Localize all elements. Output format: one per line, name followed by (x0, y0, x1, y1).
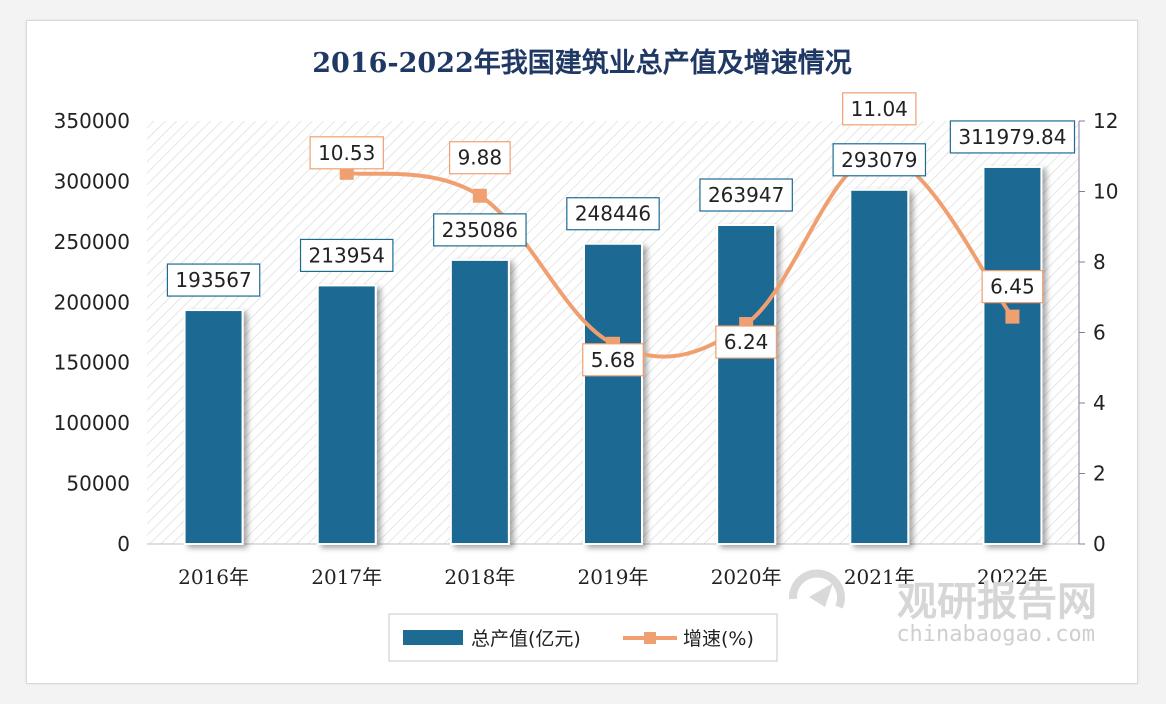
bar-value-label: 213954 (309, 243, 385, 267)
left-axis: 0 50000 100000 150000 200000 250000 300000 3500… (54, 109, 130, 556)
growth-value-label: 6.24 (724, 330, 769, 354)
bar-value-label-group: 248446 (566, 197, 660, 231)
left-tick-label: 100000 (54, 411, 130, 435)
line-marker (472, 188, 487, 203)
bar-value-label-group: 235086 (433, 213, 527, 247)
right-tick-label: 8 (1093, 250, 1106, 274)
x-tick-label: 2019年 (578, 565, 649, 589)
growth-value-label: 5.68 (591, 348, 636, 372)
bar-value-label: 248446 (575, 202, 651, 226)
growth-value-label: 9.88 (458, 146, 503, 170)
right-tick-label: 12 (1093, 109, 1118, 133)
line-marker (1005, 309, 1020, 324)
bar (583, 242, 643, 545)
growth-value-label-box (582, 343, 644, 377)
right-tick-label: 4 (1093, 391, 1106, 415)
chart-frame: 2016-2022年我国建筑业总产值及增速情况 0 50000 100000 1500… (26, 20, 1138, 684)
bar (449, 258, 510, 545)
growth-value-label-box (448, 141, 511, 175)
left-tick-label: 0 (117, 532, 130, 556)
growth-value-label: 6.45 (990, 275, 1035, 299)
x-tick-label: 2022年 (977, 565, 1048, 589)
bar (183, 309, 244, 545)
right-tick-label: 10 (1093, 180, 1118, 204)
bar-value-label: 193567 (175, 268, 251, 292)
bar-value-label-box (699, 178, 793, 212)
bar-value-label: 311979.84 (958, 125, 1066, 149)
x-axis: 2016年 2017年 2018年 2019年 2020年 2021年 2022年 (178, 565, 1048, 589)
bar-labels: 193567 213954 235086 248446 263947 293079 3119… (166, 120, 1076, 297)
watermark-brand: 观研报告网 (897, 579, 1097, 625)
left-tick-label: 200000 (54, 290, 130, 314)
chart-title: 2016-2022年我国建筑业总产值及增速情况 (312, 47, 852, 79)
bar-value-label-group: 263947 (699, 178, 793, 212)
bar-value-label-box (566, 197, 660, 231)
x-tick-label: 2016年 (178, 565, 249, 589)
growth-value-label-group: 11.04 (842, 92, 917, 126)
bar-value-label-box (433, 213, 527, 247)
left-tick-label: 300000 (54, 169, 130, 193)
watermark-logo (788, 569, 845, 609)
bar-series (183, 165, 1043, 545)
right-tick-label: 6 (1093, 321, 1106, 345)
legend-label-line: 增速(%) (683, 628, 754, 650)
line-labels: 10.53 9.88 5.68 6.24 11.04 6.45 (309, 92, 1044, 377)
legend: 总产值(亿元) 增速(%) (388, 613, 778, 662)
growth-value-label: 11.04 (851, 97, 908, 121)
chart-svg: 2016-2022年我国建筑业总产值及增速情况 0 50000 100000 1500… (54, 47, 1118, 662)
growth-value-label-box (981, 270, 1044, 304)
x-tick-label: 2017年 (311, 565, 382, 589)
growth-value-label: 10.53 (318, 141, 375, 165)
bar-value-label-box (949, 120, 1076, 154)
bar-value-label-box (166, 263, 261, 297)
x-tick-label: 2021年 (844, 565, 915, 589)
bar-value-label-group: 213954 (299, 238, 394, 273)
left-tick-label: 350000 (54, 109, 130, 133)
growth-value-label-group: 6.45 (981, 270, 1044, 304)
bar-value-label: 263947 (708, 183, 784, 207)
watermark-url: chinabaogao.com (896, 622, 1095, 647)
right-tick-label: 0 (1093, 532, 1106, 556)
x-tick-label: 2020年 (711, 565, 782, 589)
growth-value-label-box (715, 325, 778, 359)
bar-value-label-box (299, 238, 394, 273)
growth-value-label-box (842, 92, 917, 126)
right-tick-label: 2 (1093, 462, 1106, 486)
bar-value-label-box (832, 143, 927, 177)
bar (849, 188, 910, 545)
x-tick-label: 2018年 (444, 565, 515, 589)
growth-value-label-group: 10.53 (309, 136, 384, 170)
legend-swatch-bar (403, 630, 463, 645)
bar-value-label-group: 193567 (166, 263, 261, 297)
bar-value-label: 235086 (442, 218, 518, 242)
bar (316, 284, 377, 545)
growth-value-label-group: 5.68 (582, 343, 644, 377)
left-tick-label: 150000 (54, 351, 130, 375)
growth-value-label-group: 9.88 (448, 141, 511, 175)
left-tick-label: 250000 (54, 230, 130, 254)
right-axis: 0 2 4 6 8 10 12 (1079, 109, 1118, 556)
legend-label-bar: 总产值(亿元) (471, 628, 581, 650)
watermark: 观研报告网 chinabaogao.com (788, 569, 1097, 647)
legend-swatch-marker (644, 632, 656, 644)
bar-value-label-group: 293079 (832, 143, 927, 177)
growth-value-label-group: 6.24 (715, 325, 778, 359)
bar-value-label-group: 311979.84 (949, 120, 1076, 154)
left-tick-label: 50000 (66, 472, 130, 496)
bar (716, 224, 777, 545)
bar (982, 165, 1043, 545)
bar-value-label: 293079 (841, 148, 917, 172)
growth-value-label-box (309, 136, 384, 170)
